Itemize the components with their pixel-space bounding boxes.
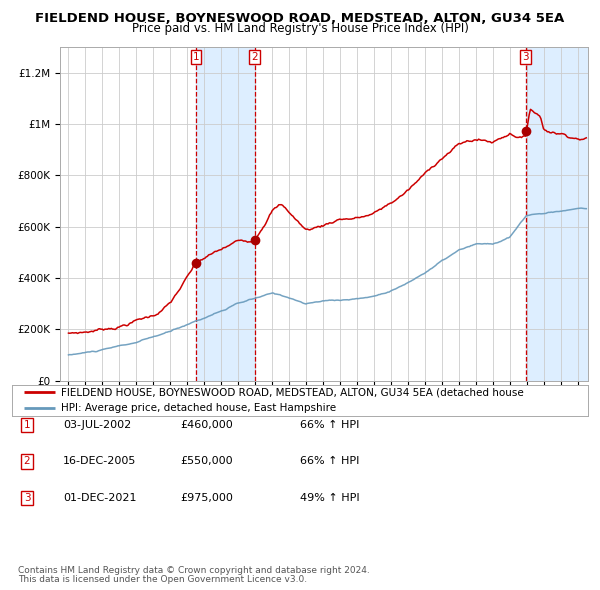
Text: £550,000: £550,000 — [180, 457, 233, 466]
Text: This data is licensed under the Open Government Licence v3.0.: This data is licensed under the Open Gov… — [18, 575, 307, 584]
Bar — [526, 47, 588, 381]
Text: FIELDEND HOUSE, BOYNESWOOD ROAD, MEDSTEAD, ALTON, GU34 5EA: FIELDEND HOUSE, BOYNESWOOD ROAD, MEDSTEA… — [35, 12, 565, 25]
Text: FIELDEND HOUSE, BOYNESWOOD ROAD, MEDSTEAD, ALTON, GU34 5EA (detached house: FIELDEND HOUSE, BOYNESWOOD ROAD, MEDSTEA… — [61, 388, 524, 398]
Text: HPI: Average price, detached house, East Hampshire: HPI: Average price, detached house, East… — [61, 403, 336, 413]
Text: Contains HM Land Registry data © Crown copyright and database right 2024.: Contains HM Land Registry data © Crown c… — [18, 566, 370, 575]
Text: 2: 2 — [251, 52, 258, 62]
Text: £460,000: £460,000 — [180, 420, 233, 430]
Text: 3: 3 — [23, 493, 31, 503]
Text: £975,000: £975,000 — [180, 493, 233, 503]
Text: 03-JUL-2002: 03-JUL-2002 — [63, 420, 131, 430]
Text: 2: 2 — [23, 457, 31, 466]
Text: 1: 1 — [193, 52, 199, 62]
Text: 1: 1 — [23, 420, 31, 430]
Text: 3: 3 — [522, 52, 529, 62]
Text: 66% ↑ HPI: 66% ↑ HPI — [300, 457, 359, 466]
Text: 16-DEC-2005: 16-DEC-2005 — [63, 457, 136, 466]
Text: 01-DEC-2021: 01-DEC-2021 — [63, 493, 137, 503]
Text: Price paid vs. HM Land Registry's House Price Index (HPI): Price paid vs. HM Land Registry's House … — [131, 22, 469, 35]
Bar — [196, 47, 254, 381]
Text: 49% ↑ HPI: 49% ↑ HPI — [300, 493, 359, 503]
Text: 66% ↑ HPI: 66% ↑ HPI — [300, 420, 359, 430]
